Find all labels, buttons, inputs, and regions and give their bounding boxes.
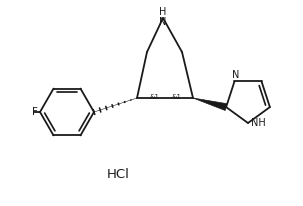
Text: H: H [159,7,167,16]
Text: N: N [232,70,239,80]
Text: &1: &1 [171,94,181,100]
Text: &1: &1 [149,94,159,100]
Text: F: F [32,107,38,117]
Text: HCl: HCl [107,169,129,181]
Polygon shape [193,98,227,110]
Text: N: N [159,16,167,27]
Text: NH: NH [251,118,266,128]
